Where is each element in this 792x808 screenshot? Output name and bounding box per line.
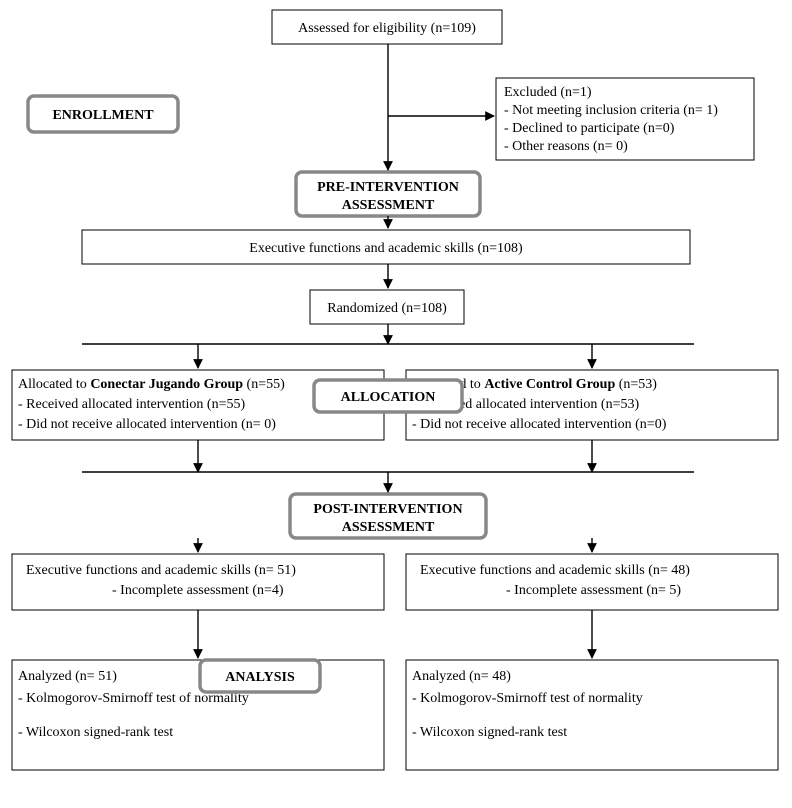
svg-text:Assessed for eligibility (n=10: Assessed for eligibility (n=109) xyxy=(298,21,476,36)
svg-text:ALLOCATION: ALLOCATION xyxy=(341,390,436,405)
node-analysis-left: Analyzed (n= 51) - Kolmogorov-Smirnoff t… xyxy=(12,660,384,770)
svg-text:- Not meeting inclusion criter: - Not meeting inclusion criteria (n= 1) xyxy=(504,103,718,118)
stage-allocation: ALLOCATION xyxy=(314,380,462,412)
svg-text:- Incomplete assessment (n=4): - Incomplete assessment (n=4) xyxy=(112,583,284,598)
svg-text:- Declined to participate (n=0: - Declined to participate (n=0) xyxy=(504,121,675,136)
svg-text:- Did not receive allocated in: - Did not receive allocated intervention… xyxy=(18,417,276,432)
node-analysis-right: Analyzed (n= 48) - Kolmogorov-Smirnoff t… xyxy=(406,660,778,770)
consort-flowchart: Assessed for eligibility (n=109) ENROLLM… xyxy=(0,0,792,808)
svg-text:- Wilcoxon signed-rank test: - Wilcoxon signed-rank test xyxy=(412,725,567,740)
node-ef-skills: Executive functions and academic skills … xyxy=(82,230,690,264)
svg-text:ASSESSMENT: ASSESSMENT xyxy=(342,198,435,213)
svg-text:ENROLLMENT: ENROLLMENT xyxy=(52,108,154,123)
svg-text:- Wilcoxon signed-rank test: - Wilcoxon signed-rank test xyxy=(18,725,173,740)
svg-text:- Other reasons (n= 0): - Other reasons (n= 0) xyxy=(504,139,628,154)
svg-text:Excluded (n=1): Excluded (n=1) xyxy=(504,85,592,100)
node-randomized: Randomized (n=108) xyxy=(310,290,464,324)
svg-text:ANALYSIS: ANALYSIS xyxy=(225,670,295,685)
svg-text:- Did not receive allocated in: - Did not receive allocated intervention… xyxy=(412,417,667,432)
svg-text:ASSESSMENT: ASSESSMENT xyxy=(342,520,435,535)
svg-text:Randomized (n=108): Randomized (n=108) xyxy=(327,301,447,316)
stage-post-intervention: POST-INTERVENTION ASSESSMENT xyxy=(290,494,486,538)
stage-pre-intervention: PRE-INTERVENTION ASSESSMENT xyxy=(296,172,480,216)
svg-text:Executive functions and academ: Executive functions and academic skills … xyxy=(26,563,296,578)
svg-text:Analyzed (n= 48): Analyzed (n= 48) xyxy=(412,669,511,684)
node-eligibility: Assessed for eligibility (n=109) xyxy=(272,10,502,44)
node-post-left: Executive functions and academic skills … xyxy=(12,554,384,610)
svg-text:- Incomplete assessment (n= 5): - Incomplete assessment (n= 5) xyxy=(506,583,681,598)
svg-text:- Kolmogorov-Smirnoff test of: - Kolmogorov-Smirnoff test of normality xyxy=(412,691,643,706)
svg-text:POST-INTERVENTION: POST-INTERVENTION xyxy=(313,502,462,517)
node-post-right: Executive functions and academic skills … xyxy=(406,554,778,610)
stage-enrollment: ENROLLMENT xyxy=(28,96,178,132)
stage-analysis: ANALYSIS xyxy=(200,660,320,692)
svg-text:Analyzed (n= 51): Analyzed (n= 51) xyxy=(18,669,117,684)
svg-text:PRE-INTERVENTION: PRE-INTERVENTION xyxy=(317,180,459,195)
svg-text:Executive functions and academ: Executive functions and academic skills … xyxy=(420,563,690,578)
svg-text:- Received allocated intervent: - Received allocated intervention (n=55) xyxy=(18,397,245,412)
svg-text:Executive functions and academ: Executive functions and academic skills … xyxy=(249,241,523,256)
svg-text:Allocated to Conectar Jugando: Allocated to Conectar Jugando Group (n=5… xyxy=(18,377,285,392)
node-excluded: Excluded (n=1) - Not meeting inclusion c… xyxy=(496,78,754,160)
